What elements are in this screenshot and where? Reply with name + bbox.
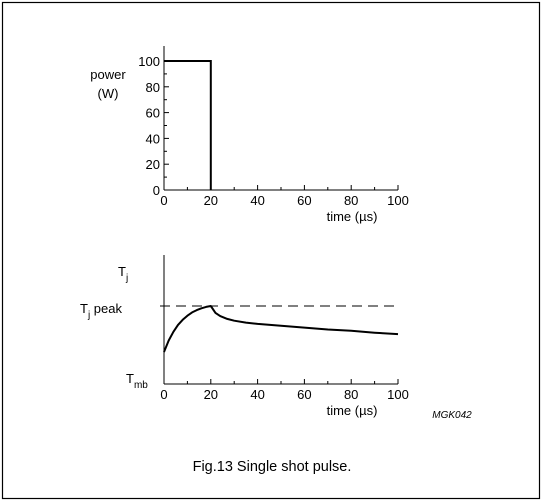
temperature-series-line bbox=[163, 305, 399, 353]
temperature-x-tick-label: 20 bbox=[204, 387, 218, 402]
power-x-tick-label: 20 bbox=[204, 193, 218, 208]
tmb-label: Tmb bbox=[126, 371, 148, 391]
power-x-tick-label: 40 bbox=[250, 193, 264, 208]
power-x-tick-label: 80 bbox=[344, 193, 358, 208]
tj-axis-label: Tj bbox=[118, 264, 128, 284]
power-y-tick-label: 60 bbox=[146, 106, 160, 121]
power-x-tick-label: 100 bbox=[387, 193, 409, 208]
power-y-tick-label: 20 bbox=[146, 157, 160, 172]
power-ylabel-line1: power bbox=[90, 67, 126, 82]
power-series-line bbox=[164, 60, 212, 190]
power-x-tick-label: 0 bbox=[160, 193, 167, 208]
temperature-xlabel: time (µs) bbox=[327, 403, 378, 418]
temperature-x-tick-label: 60 bbox=[297, 387, 311, 402]
temperature-x-tick-label: 80 bbox=[344, 387, 358, 402]
power-ylabel-line2: (W) bbox=[98, 86, 119, 101]
temperature-x-tick-label: 0 bbox=[160, 387, 167, 402]
power-xlabel: time (µs) bbox=[327, 209, 378, 224]
figure-caption: Fig.13 Single shot pulse. bbox=[193, 459, 352, 475]
temperature-chart: Tj Tj peak Tmb time (µs) 0 20 40 60 80 100 bbox=[80, 255, 409, 418]
power-y-tick-label: 80 bbox=[146, 80, 160, 95]
tj-peak-label: Tj peak bbox=[80, 301, 122, 321]
power-y-tick-label: 40 bbox=[146, 131, 160, 146]
power-y-tick-label: 0 bbox=[153, 183, 160, 198]
power-chart: power (W) time (µs) 0 20 40 60 80 100 0 20 40 60 8… bbox=[90, 46, 409, 224]
temperature-x-tick-label: 100 bbox=[387, 387, 409, 402]
power-x-tick-label: 60 bbox=[297, 193, 311, 208]
figure-code: MGK042 bbox=[432, 410, 472, 421]
power-y-tick-label: 100 bbox=[138, 54, 160, 69]
temperature-x-tick-label: 40 bbox=[250, 387, 264, 402]
